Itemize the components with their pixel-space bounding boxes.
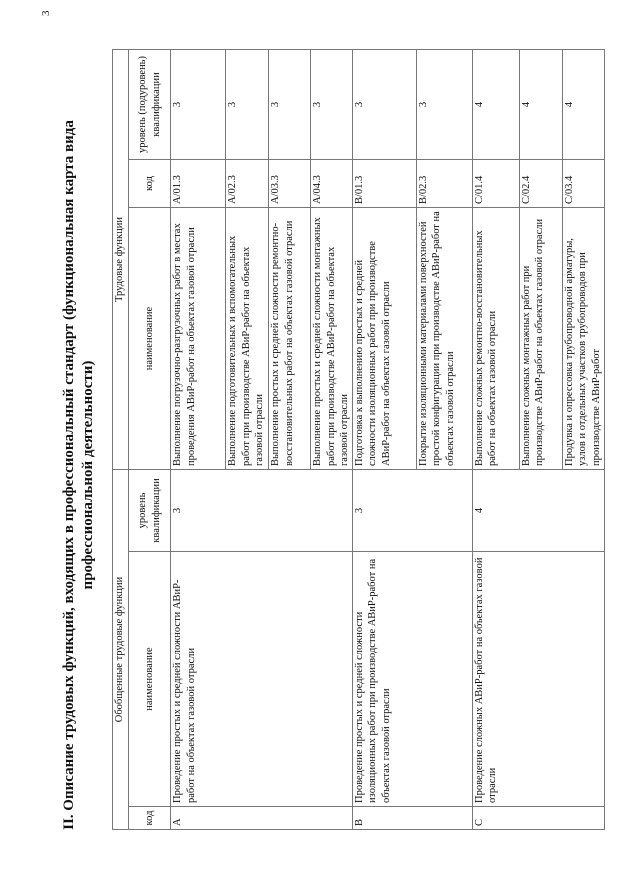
header-level: уровень квалификации bbox=[128, 469, 171, 552]
group-code: A bbox=[170, 806, 352, 830]
function-code: A/03.3 bbox=[268, 159, 311, 208]
function-name: Выполнение погрузочно-разгрузочных работ… bbox=[170, 207, 226, 470]
function-level: 3 bbox=[268, 49, 311, 160]
functional-map-table: Обобщенные трудовые функции Трудовые фун… bbox=[112, 49, 605, 830]
header-function-name: наименование bbox=[128, 207, 171, 470]
function-level: 3 bbox=[416, 49, 472, 160]
table-row: C Проведение сложных АВиР-работ на объект… bbox=[472, 49, 604, 830]
group-name: Проведение сложных АВиР-работ на объекта… bbox=[472, 551, 604, 807]
header-generalized: Обобщенные трудовые функции bbox=[112, 469, 129, 830]
function-code: A/02.3 bbox=[225, 159, 269, 208]
function-level: 3 bbox=[310, 49, 352, 160]
group-code: C bbox=[472, 806, 604, 830]
header-row-2: код наименование уровень квалификации на… bbox=[128, 49, 171, 830]
title-line-1: II. Описание трудовых функций, входящих … bbox=[61, 120, 77, 830]
group-level: 4 bbox=[472, 469, 604, 552]
group-level: 3 bbox=[352, 469, 472, 552]
section-title: II. Описание трудовых функций, входящих … bbox=[60, 90, 98, 860]
function-level: 4 bbox=[519, 49, 562, 160]
function-level: 3 bbox=[170, 49, 226, 160]
header-function-code: код bbox=[128, 159, 171, 208]
header-labor: Трудовые функции bbox=[112, 49, 129, 470]
group-level: 3 bbox=[170, 469, 352, 552]
function-code: A/01.3 bbox=[170, 159, 226, 208]
header-code: код bbox=[128, 806, 171, 830]
function-code: B/01.3 bbox=[352, 159, 416, 208]
function-code: C/01.4 bbox=[472, 159, 519, 208]
title-line-2: профессиональной деятельности) bbox=[80, 360, 96, 590]
function-level: 4 bbox=[472, 49, 519, 160]
function-name: Выполнение сложных ремонтно-восстановите… bbox=[472, 207, 519, 470]
function-name: Покрытие изоляционными материалами повер… bbox=[416, 207, 472, 470]
table-row: B Проведение простых и средней сложности … bbox=[352, 49, 472, 830]
function-code: B/02.3 bbox=[416, 159, 472, 208]
function-name: Выполнение простых и средней сложности р… bbox=[268, 207, 311, 470]
function-level: 3 bbox=[352, 49, 416, 160]
function-code: C/03.4 bbox=[562, 159, 604, 208]
header-name: наименование bbox=[128, 551, 171, 807]
group-name: Проведение простых и средней сложности А… bbox=[170, 551, 352, 807]
group-name: Проведение простых и средней сложности и… bbox=[352, 551, 472, 807]
group-code: B bbox=[352, 806, 472, 830]
function-level: 3 bbox=[225, 49, 269, 160]
function-name: Выполнение простых и средней сложности м… bbox=[310, 207, 352, 470]
function-code: A/04.3 bbox=[310, 159, 352, 208]
header-row-1: Обобщенные трудовые функции Трудовые фун… bbox=[112, 49, 129, 830]
function-level: 4 bbox=[562, 49, 604, 160]
function-name: Выполнение подготовительных и вспомогате… bbox=[225, 207, 269, 470]
function-name: Продувка и опрессовка трубопроводной арм… bbox=[562, 207, 604, 470]
function-name: Подготовка к выполнению простых и средне… bbox=[352, 207, 416, 470]
page-number: 3 bbox=[40, 10, 52, 17]
table-row: A Проведение простых и средней сложности … bbox=[170, 49, 352, 830]
header-sublevel: уровень (подуровень) квалификации bbox=[128, 49, 171, 160]
function-name: Выполнение сложных монтажных работ при п… bbox=[519, 207, 562, 470]
function-code: C/02.4 bbox=[519, 159, 562, 208]
